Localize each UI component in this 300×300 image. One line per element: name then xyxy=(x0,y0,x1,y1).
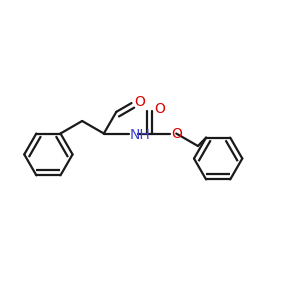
Text: O: O xyxy=(134,94,145,109)
Text: O: O xyxy=(154,102,165,116)
Text: NH: NH xyxy=(130,128,151,142)
Text: O: O xyxy=(171,127,182,140)
